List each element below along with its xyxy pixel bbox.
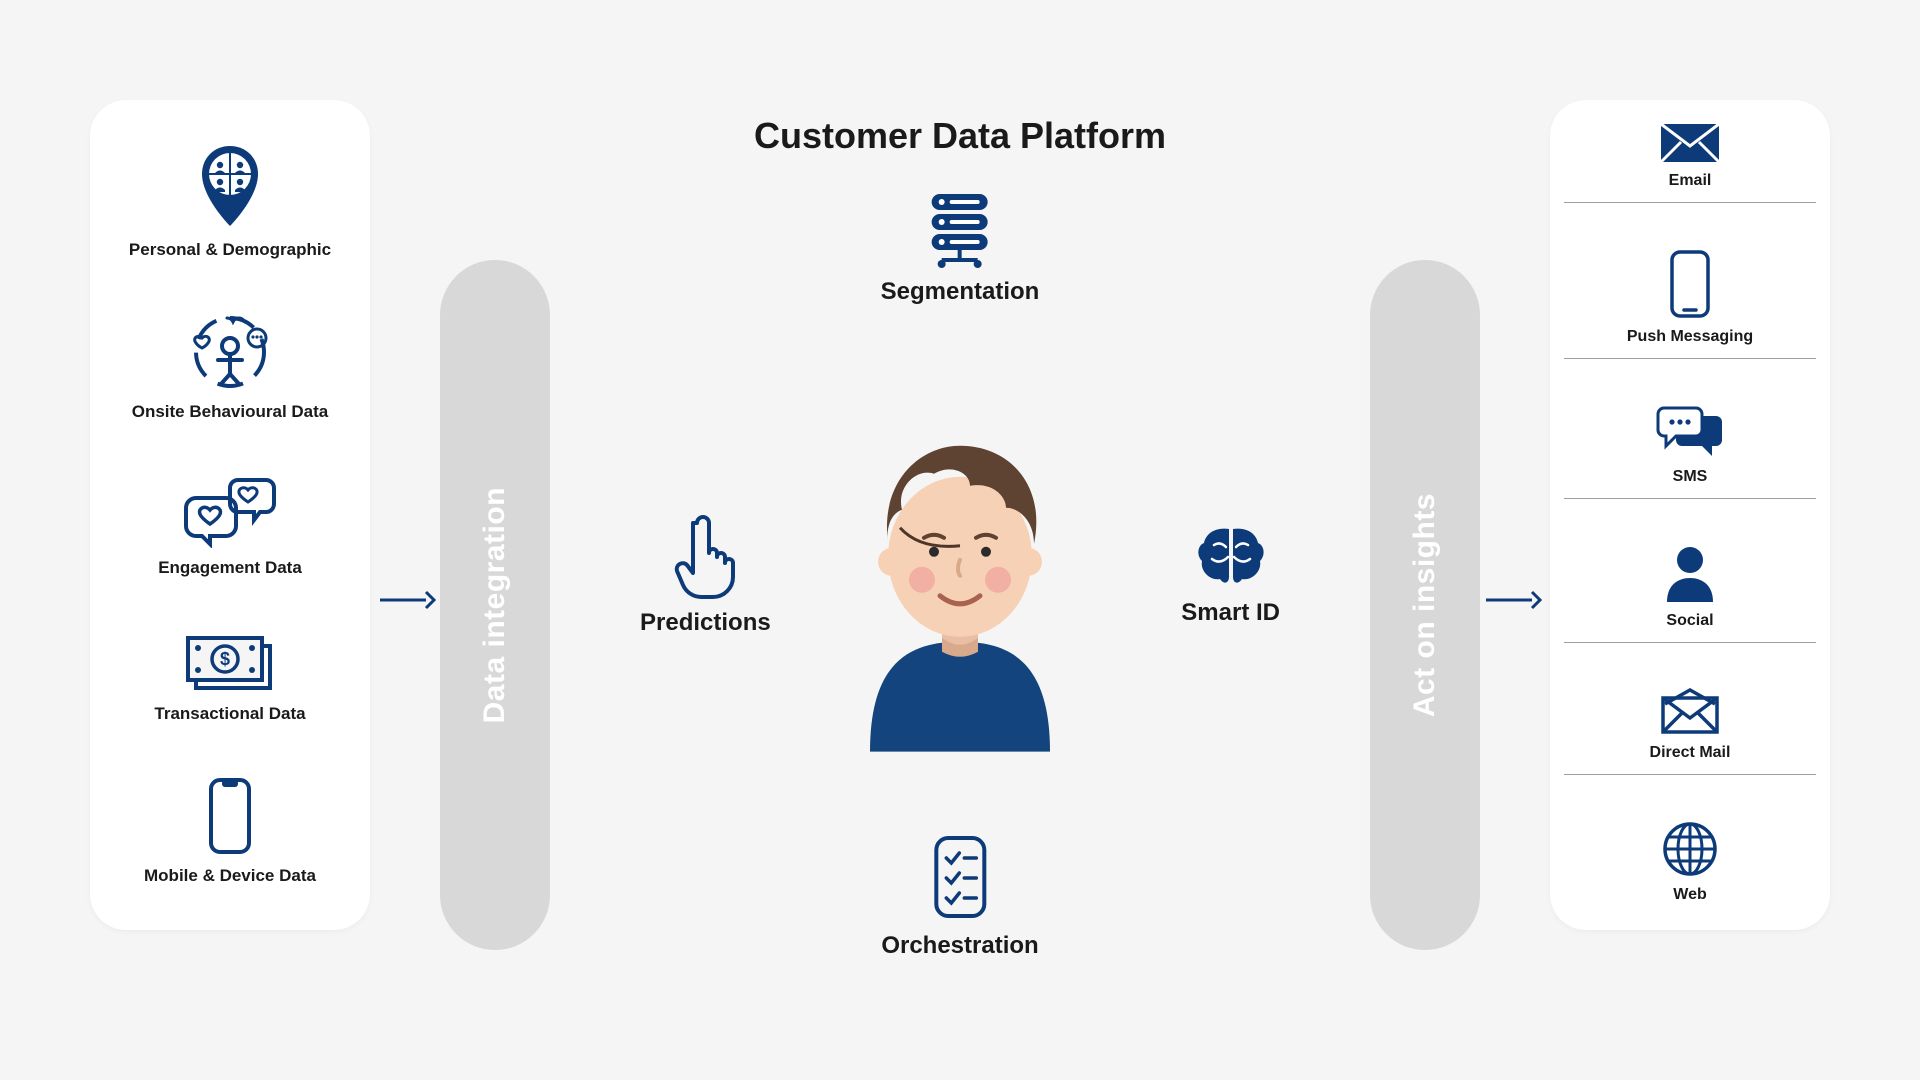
person-signals-icon <box>187 312 273 392</box>
chat-dots-icon <box>1656 404 1724 460</box>
src-personal-demographic: Personal & Demographic <box>129 144 331 260</box>
channel-label: Social <box>1666 612 1713 630</box>
src-onsite-behavioural: Onsite Behavioural Data <box>132 312 329 422</box>
channel-email: Email <box>1564 114 1816 203</box>
pill-label: Data integration <box>478 487 512 723</box>
src-label: Transactional Data <box>154 704 305 724</box>
channel-label: Direct Mail <box>1650 744 1731 762</box>
channel-sms: SMS <box>1564 396 1816 499</box>
globe-icon <box>1661 820 1719 878</box>
channel-direct-mail: Direct Mail <box>1564 680 1816 775</box>
channel-label: Web <box>1673 886 1706 904</box>
channel-label: Push Messaging <box>1627 328 1753 346</box>
src-mobile-device: Mobile & Device Data <box>144 776 316 886</box>
cap-orchestration: Orchestration <box>881 832 1038 960</box>
act-on-insights-pill: Act on insights <box>1370 260 1480 950</box>
brain-icon <box>1194 523 1268 589</box>
svg-text:$: $ <box>220 649 230 669</box>
user-solid-icon <box>1663 544 1717 604</box>
src-label: Personal & Demographic <box>129 240 331 260</box>
cap-label: Segmentation <box>881 278 1040 306</box>
chat-heart-icon <box>184 474 276 548</box>
server-icon <box>922 190 998 268</box>
src-engagement: Engagement Data <box>158 474 302 578</box>
mail-outline-icon <box>1659 688 1721 736</box>
channel-push: Push Messaging <box>1564 240 1816 359</box>
money-icon: $ <box>182 630 278 694</box>
pill-label: Act on insights <box>1408 493 1442 717</box>
cap-segmentation: Segmentation <box>881 190 1040 306</box>
channel-label: SMS <box>1673 468 1708 486</box>
src-transactional: $ Transactional Data <box>154 630 305 724</box>
src-label: Onsite Behavioural Data <box>132 402 329 422</box>
arrow-right-icon <box>378 588 436 612</box>
cap-label: Orchestration <box>881 932 1038 960</box>
mail-solid-icon <box>1659 122 1721 164</box>
channel-social: Social <box>1564 536 1816 643</box>
capabilities-cluster: Segmentation Predictions Smart ID <box>620 190 1300 960</box>
location-people-icon <box>194 144 266 230</box>
cap-predictions: Predictions <box>640 513 771 637</box>
channels-panel: Email Push Messaging SMS <box>1550 100 1830 930</box>
customer-avatar <box>810 412 1110 752</box>
channel-web: Web <box>1564 812 1816 916</box>
checklist-icon <box>930 832 990 922</box>
cap-smart-id: Smart ID <box>1181 523 1280 627</box>
phone-icon <box>205 776 255 856</box>
channel-label: Email <box>1669 172 1712 190</box>
data-sources-panel: Personal & Demographic Onsite Behavioura… <box>90 100 370 930</box>
cap-label: Smart ID <box>1181 599 1280 627</box>
diagram-stage: Customer Data Platform Personal & Demogr… <box>0 0 1920 1080</box>
src-label: Mobile & Device Data <box>144 866 316 886</box>
pointer-icon <box>673 513 737 599</box>
phone-outline-icon <box>1668 248 1712 320</box>
src-label: Engagement Data <box>158 558 302 578</box>
data-integration-pill: Data integration <box>440 260 550 950</box>
arrow-right-icon <box>1484 588 1542 612</box>
cap-label: Predictions <box>640 609 771 637</box>
